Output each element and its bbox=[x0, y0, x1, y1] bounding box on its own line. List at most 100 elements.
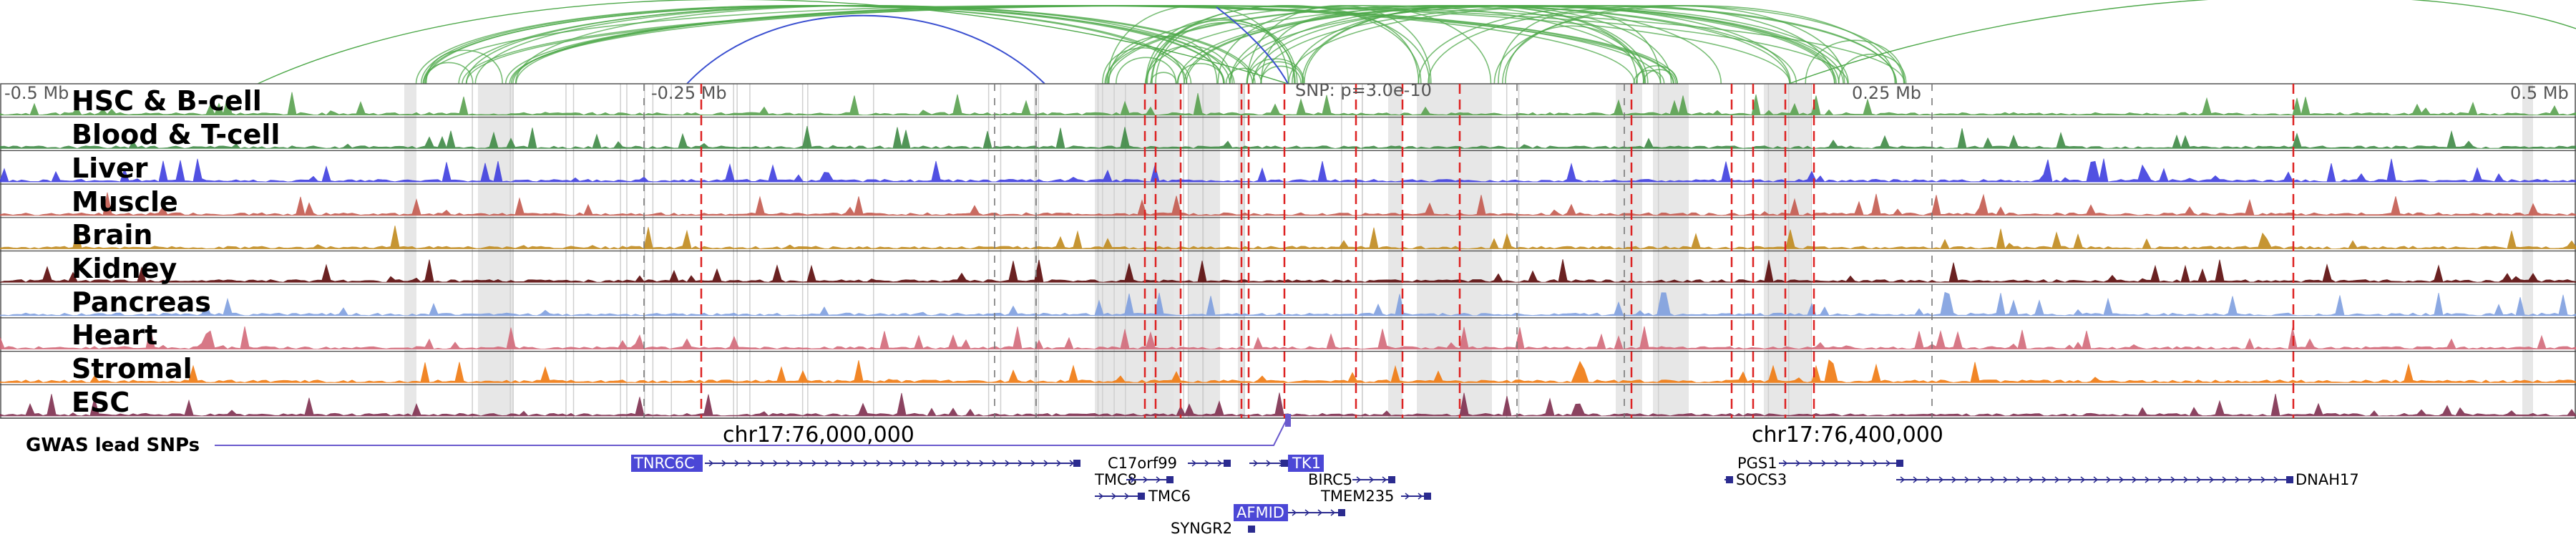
gene-strand-arrow bbox=[721, 460, 727, 467]
gene-strand-arrow bbox=[1356, 476, 1362, 483]
gene-strand-arrow bbox=[773, 460, 779, 467]
signal-track-area bbox=[0, 359, 2576, 383]
interaction-arc bbox=[1246, 58, 1305, 84]
gene-strand-arrow bbox=[2132, 476, 2137, 483]
snp-markers bbox=[643, 84, 2295, 418]
gene-strand-arrow bbox=[1977, 476, 1983, 483]
track-label-kidney: Kidney bbox=[72, 253, 177, 284]
gene-strand-arrow bbox=[2170, 476, 2176, 483]
gene-strand-arrow bbox=[1292, 509, 1297, 516]
gene-strand-arrow bbox=[786, 460, 791, 467]
interaction-arc bbox=[1106, 5, 1646, 84]
gene-exon-block bbox=[1281, 460, 1288, 467]
gene-strand-arrow bbox=[1143, 476, 1148, 483]
gene-strand-arrow bbox=[863, 460, 869, 467]
gwas-track-label: GWAS lead SNPs bbox=[26, 435, 200, 456]
gene-label-socs3[interactable]: SOCS3 bbox=[1736, 471, 1787, 488]
interaction-arc bbox=[1838, 54, 1907, 84]
gene-strand-arrow bbox=[1005, 460, 1010, 467]
gene-strand-arrow bbox=[747, 460, 753, 467]
gene-label-c17orf99[interactable]: C17orf99 bbox=[1108, 455, 1177, 472]
gene-annotation-track: TNRC6C C17orf99 TK1 TMC8 BIRC5 TMC6 TMEM… bbox=[631, 455, 2359, 537]
gene-strand-arrow bbox=[1266, 460, 1272, 467]
interaction-arc bbox=[1418, 5, 1835, 84]
gene-strand-arrow bbox=[927, 460, 933, 467]
interaction-arc bbox=[1146, 5, 1430, 84]
gene-strand-arrow bbox=[1938, 476, 1944, 483]
signal-track-area bbox=[0, 158, 2576, 183]
interaction-arc bbox=[1108, 36, 1218, 84]
gene-strand-arrow bbox=[760, 460, 766, 467]
gene-exon-block bbox=[1248, 526, 1255, 533]
gene-highlight-tk1 bbox=[1288, 455, 1324, 472]
gene-strand-arrow bbox=[1018, 460, 1023, 467]
gene-strand-arrow bbox=[1821, 460, 1827, 467]
gene-strand-arrow bbox=[1098, 493, 1104, 500]
gene-strand-arrow bbox=[2157, 476, 2163, 483]
gene-strand-arrow bbox=[876, 460, 882, 467]
interaction-arc bbox=[1177, 5, 1837, 84]
gene-label-tmem235[interactable]: TMEM235 bbox=[1320, 488, 1394, 505]
gene-label-tmc6[interactable]: TMC6 bbox=[1148, 488, 1191, 505]
gene-strand-arrow bbox=[2093, 476, 2099, 483]
track-label-blood-t-cell: Blood & T-cell bbox=[72, 119, 280, 150]
gene-strand-arrow bbox=[837, 460, 843, 467]
gene-strand-arrow bbox=[1191, 460, 1197, 467]
signal-track-area bbox=[0, 392, 2576, 417]
gene-exon-block bbox=[1166, 476, 1174, 483]
gene-label-dnah17[interactable]: DNAH17 bbox=[2296, 471, 2359, 488]
gene-strand-arrow bbox=[2080, 476, 2086, 483]
gene-strand-arrow bbox=[2196, 476, 2202, 483]
gene-strand-arrow bbox=[1217, 460, 1223, 467]
gene-strand-arrow bbox=[966, 460, 972, 467]
gene-exon-block bbox=[1224, 460, 1231, 467]
interaction-arc bbox=[1788, 0, 2576, 84]
gwas-connector-line bbox=[215, 416, 1289, 446]
gene-strand-arrow bbox=[1795, 460, 1801, 467]
gene-strand-arrow bbox=[1900, 476, 1906, 483]
gene-strand-arrow bbox=[2183, 476, 2189, 483]
signal-track-area bbox=[0, 291, 2576, 316]
gene-strand-arrow bbox=[2016, 476, 2021, 483]
gene-strand-arrow bbox=[889, 460, 894, 467]
signal-track-area bbox=[0, 326, 2576, 350]
interaction-arc bbox=[1805, 39, 1906, 84]
gene-label-afmid[interactable]: AFMID bbox=[1236, 504, 1284, 521]
gene-strand-arrow bbox=[2106, 476, 2112, 483]
track-label-liver: Liver bbox=[72, 153, 148, 184]
interaction-arc bbox=[515, 5, 1662, 84]
gene-strand-arrow bbox=[953, 460, 959, 467]
gene-exon-block bbox=[1424, 493, 1431, 500]
track-label-hsc-b-cell: HSC & B-cell bbox=[72, 85, 262, 117]
gene-strand-arrow bbox=[850, 460, 856, 467]
snp-pvalue-label: SNP: p=3.0e-10 bbox=[1295, 80, 1432, 100]
gene-label-tnrc6c[interactable]: TNRC6C bbox=[633, 455, 695, 472]
gene-strand-arrow bbox=[2222, 476, 2228, 483]
gene-strand-arrow bbox=[2067, 476, 2073, 483]
gene-strand-arrow bbox=[1885, 460, 1891, 467]
gene-strand-arrow bbox=[1124, 493, 1130, 500]
signal-track-area bbox=[0, 126, 2576, 149]
scale-label-plus-half: 0.5 Mb bbox=[2510, 83, 2569, 103]
gene-strand-arrow bbox=[1990, 476, 1996, 483]
gene-strand-arrow bbox=[1418, 493, 1423, 500]
gene-exon-block bbox=[2286, 476, 2293, 483]
gene-label-pgs1[interactable]: PGS1 bbox=[1737, 455, 1777, 472]
scale-label-minus-half: -0.5 Mb bbox=[4, 83, 69, 103]
gene-label-syngr2[interactable]: SYNGR2 bbox=[1171, 520, 1232, 537]
gene-strand-arrow bbox=[824, 460, 830, 467]
interaction-arc bbox=[420, 5, 1192, 84]
signal-track-area bbox=[0, 92, 2576, 116]
gene-strand-arrow bbox=[811, 460, 817, 467]
gene-strand-arrow bbox=[1808, 460, 1814, 467]
track-label-brain: Brain bbox=[72, 219, 152, 251]
gene-label-birc5[interactable]: BIRC5 bbox=[1308, 471, 1352, 488]
track-label-heart: Heart bbox=[72, 319, 157, 351]
gene-label-tk1[interactable]: TK1 bbox=[1292, 455, 1321, 472]
gene-strand-arrow bbox=[2145, 476, 2150, 483]
gene-strand-arrow bbox=[2260, 476, 2266, 483]
gene-strand-arrow bbox=[1204, 460, 1210, 467]
gene-strand-arrow bbox=[1382, 476, 1387, 483]
